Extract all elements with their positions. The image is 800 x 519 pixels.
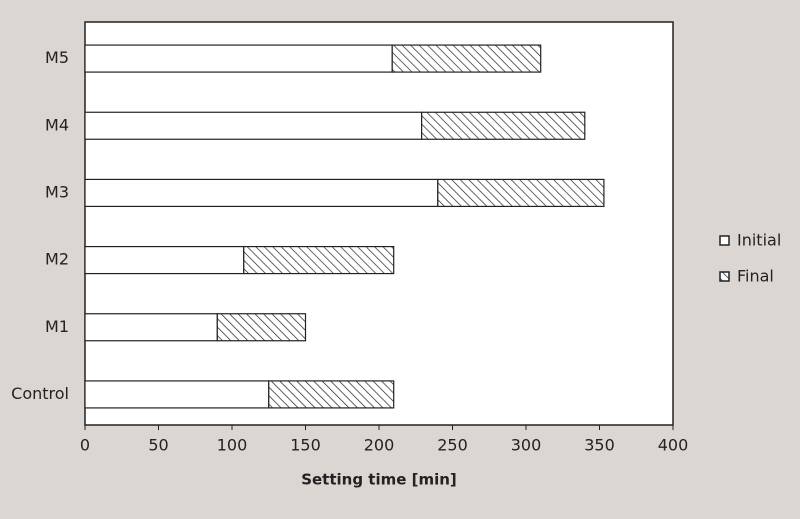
bar (243, 245, 395, 275)
bar (437, 178, 605, 208)
bar (84, 44, 393, 73)
bar (268, 380, 395, 409)
y-tick-label: Control (11, 384, 69, 403)
x-tick-label: 250 (437, 436, 468, 455)
x-tick-label: 50 (148, 436, 168, 455)
bar (421, 111, 586, 140)
x-tick-label: 100 (217, 436, 248, 455)
bar (84, 313, 218, 342)
x-tick-label: 150 (290, 436, 321, 455)
bar (391, 44, 542, 73)
plot-area (84, 21, 674, 426)
y-tick-label: M5 (45, 48, 69, 67)
bar (84, 111, 423, 140)
bar (84, 245, 245, 275)
x-tick-label: 350 (584, 436, 615, 455)
x-tick-label: 400 (658, 436, 689, 455)
legend-label: Final (737, 267, 774, 286)
y-tick-label: M1 (45, 317, 69, 336)
y-tick-label: M4 (45, 115, 69, 134)
y-tick-label: M2 (45, 250, 69, 269)
bar (216, 313, 307, 342)
bar (84, 380, 270, 409)
bar (84, 178, 439, 208)
y-tick-label: M3 (45, 182, 69, 201)
legend-swatch (719, 271, 730, 282)
legend-swatch (719, 235, 730, 246)
x-axis-label: Setting time [min] (301, 471, 457, 489)
legend-label: Initial (737, 231, 781, 250)
x-tick-label: 0 (80, 436, 90, 455)
x-tick-label: 200 (364, 436, 395, 455)
x-tick-label: 300 (511, 436, 542, 455)
